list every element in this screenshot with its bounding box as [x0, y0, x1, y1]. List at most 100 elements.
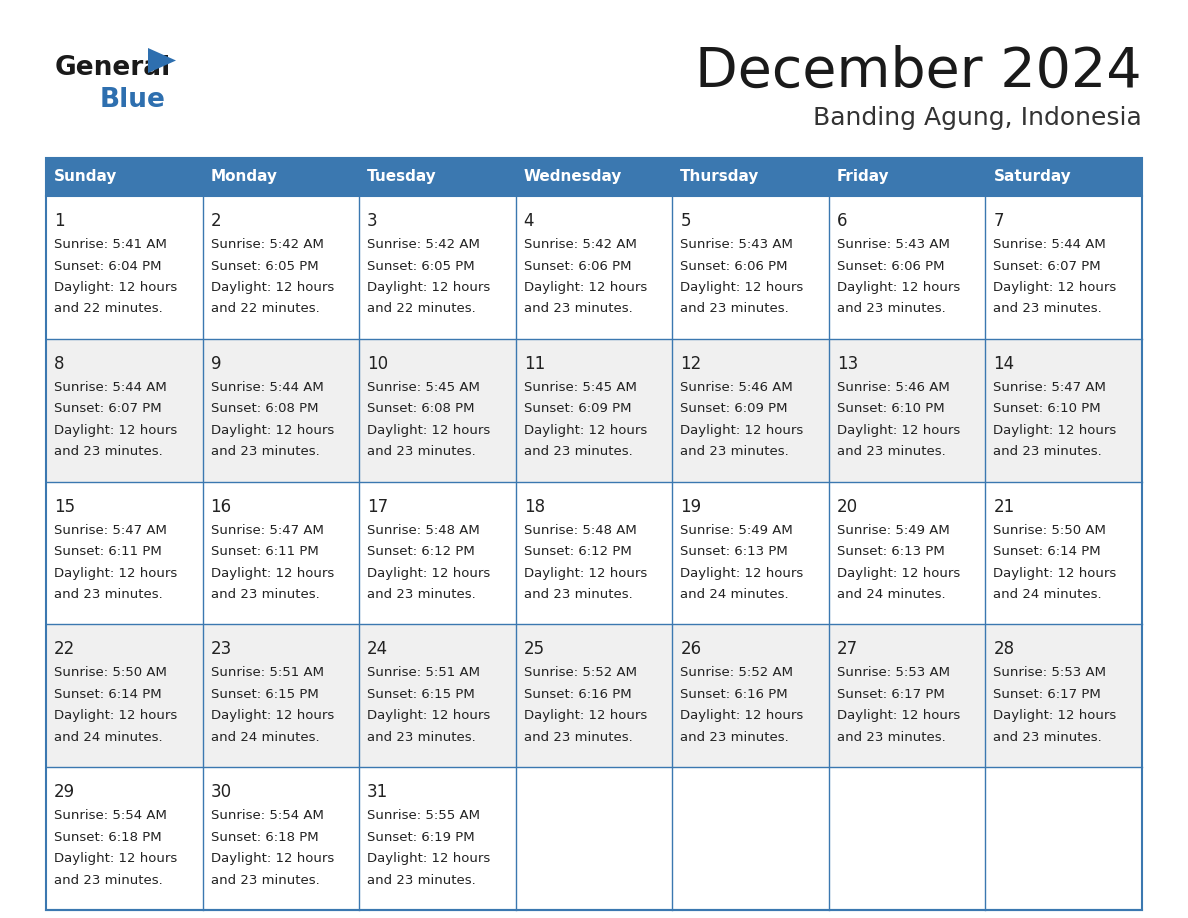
Text: Daylight: 12 hours: Daylight: 12 hours	[836, 566, 960, 579]
Text: Sunrise: 5:45 AM: Sunrise: 5:45 AM	[367, 381, 480, 394]
Text: and 23 minutes.: and 23 minutes.	[993, 731, 1102, 744]
Text: and 23 minutes.: and 23 minutes.	[367, 445, 476, 458]
Text: Sunset: 6:13 PM: Sunset: 6:13 PM	[836, 545, 944, 558]
Text: and 23 minutes.: and 23 minutes.	[681, 445, 789, 458]
Text: Sunrise: 5:42 AM: Sunrise: 5:42 AM	[210, 238, 323, 251]
Text: and 23 minutes.: and 23 minutes.	[836, 445, 946, 458]
Text: and 23 minutes.: and 23 minutes.	[210, 588, 320, 601]
Text: Sunrise: 5:42 AM: Sunrise: 5:42 AM	[367, 238, 480, 251]
Text: Sunset: 6:08 PM: Sunset: 6:08 PM	[210, 402, 318, 415]
Text: 26: 26	[681, 641, 701, 658]
Text: and 23 minutes.: and 23 minutes.	[210, 874, 320, 887]
Text: and 23 minutes.: and 23 minutes.	[53, 874, 163, 887]
Text: Daylight: 12 hours: Daylight: 12 hours	[524, 710, 647, 722]
Text: and 23 minutes.: and 23 minutes.	[53, 588, 163, 601]
Text: Sunset: 6:07 PM: Sunset: 6:07 PM	[53, 402, 162, 415]
Text: and 24 minutes.: and 24 minutes.	[993, 588, 1102, 601]
Text: Sunrise: 5:44 AM: Sunrise: 5:44 AM	[210, 381, 323, 394]
Text: Daylight: 12 hours: Daylight: 12 hours	[993, 281, 1117, 294]
Text: Daylight: 12 hours: Daylight: 12 hours	[53, 852, 177, 865]
Text: Sunset: 6:18 PM: Sunset: 6:18 PM	[210, 831, 318, 844]
Text: Sunset: 6:11 PM: Sunset: 6:11 PM	[210, 545, 318, 558]
Text: Sunset: 6:12 PM: Sunset: 6:12 PM	[367, 545, 475, 558]
Text: Sunrise: 5:42 AM: Sunrise: 5:42 AM	[524, 238, 637, 251]
Text: Sunrise: 5:52 AM: Sunrise: 5:52 AM	[524, 666, 637, 679]
Text: Sunset: 6:07 PM: Sunset: 6:07 PM	[993, 260, 1101, 273]
Text: Daylight: 12 hours: Daylight: 12 hours	[524, 566, 647, 579]
Text: Sunset: 6:12 PM: Sunset: 6:12 PM	[524, 545, 632, 558]
Text: and 23 minutes.: and 23 minutes.	[993, 445, 1102, 458]
Text: 3: 3	[367, 212, 378, 230]
Text: Sunset: 6:15 PM: Sunset: 6:15 PM	[210, 688, 318, 701]
Text: 19: 19	[681, 498, 701, 516]
Text: Daylight: 12 hours: Daylight: 12 hours	[53, 566, 177, 579]
Text: Sunrise: 5:41 AM: Sunrise: 5:41 AM	[53, 238, 166, 251]
Text: Daylight: 12 hours: Daylight: 12 hours	[210, 852, 334, 865]
Text: Sunrise: 5:54 AM: Sunrise: 5:54 AM	[53, 809, 166, 823]
Text: Sunset: 6:16 PM: Sunset: 6:16 PM	[524, 688, 631, 701]
Text: Sunrise: 5:53 AM: Sunrise: 5:53 AM	[993, 666, 1106, 679]
Text: Daylight: 12 hours: Daylight: 12 hours	[681, 566, 803, 579]
Text: 27: 27	[836, 641, 858, 658]
Text: Daylight: 12 hours: Daylight: 12 hours	[210, 424, 334, 437]
Text: 9: 9	[210, 354, 221, 373]
Text: 15: 15	[53, 498, 75, 516]
Text: and 24 minutes.: and 24 minutes.	[210, 731, 320, 744]
Text: 31: 31	[367, 783, 388, 801]
Text: Sunrise: 5:43 AM: Sunrise: 5:43 AM	[681, 238, 794, 251]
Text: Sunrise: 5:44 AM: Sunrise: 5:44 AM	[53, 381, 166, 394]
Bar	[46, 158, 1142, 910]
Text: and 24 minutes.: and 24 minutes.	[681, 588, 789, 601]
Text: 11: 11	[524, 354, 545, 373]
Text: Sunset: 6:06 PM: Sunset: 6:06 PM	[836, 260, 944, 273]
Text: Sunset: 6:18 PM: Sunset: 6:18 PM	[53, 831, 162, 844]
Text: Daylight: 12 hours: Daylight: 12 hours	[993, 424, 1117, 437]
Text: and 23 minutes.: and 23 minutes.	[836, 303, 946, 316]
Text: Sunday: Sunday	[53, 170, 118, 185]
Text: 7: 7	[993, 212, 1004, 230]
Text: 16: 16	[210, 498, 232, 516]
Text: 5: 5	[681, 212, 690, 230]
Text: and 24 minutes.: and 24 minutes.	[53, 731, 163, 744]
Text: Sunrise: 5:47 AM: Sunrise: 5:47 AM	[210, 523, 323, 537]
Text: Sunrise: 5:48 AM: Sunrise: 5:48 AM	[524, 523, 637, 537]
Text: Daylight: 12 hours: Daylight: 12 hours	[210, 566, 334, 579]
Text: 6: 6	[836, 212, 847, 230]
Text: Daylight: 12 hours: Daylight: 12 hours	[53, 710, 177, 722]
Text: Sunset: 6:13 PM: Sunset: 6:13 PM	[681, 545, 788, 558]
Text: Sunset: 6:04 PM: Sunset: 6:04 PM	[53, 260, 162, 273]
Text: Daylight: 12 hours: Daylight: 12 hours	[367, 424, 491, 437]
Text: and 24 minutes.: and 24 minutes.	[836, 588, 946, 601]
Text: Sunrise: 5:49 AM: Sunrise: 5:49 AM	[836, 523, 949, 537]
Text: Sunset: 6:06 PM: Sunset: 6:06 PM	[524, 260, 631, 273]
Text: 23: 23	[210, 641, 232, 658]
Bar	[46, 767, 1142, 910]
Text: and 23 minutes.: and 23 minutes.	[836, 731, 946, 744]
Text: Sunset: 6:09 PM: Sunset: 6:09 PM	[524, 402, 631, 415]
Text: Daylight: 12 hours: Daylight: 12 hours	[681, 710, 803, 722]
Text: 4: 4	[524, 212, 535, 230]
Text: Sunset: 6:10 PM: Sunset: 6:10 PM	[993, 402, 1101, 415]
Text: 25: 25	[524, 641, 545, 658]
Text: 30: 30	[210, 783, 232, 801]
Text: Sunset: 6:05 PM: Sunset: 6:05 PM	[367, 260, 475, 273]
Text: and 23 minutes.: and 23 minutes.	[367, 731, 476, 744]
Text: 10: 10	[367, 354, 388, 373]
Text: 2: 2	[210, 212, 221, 230]
Text: and 23 minutes.: and 23 minutes.	[524, 588, 632, 601]
Text: Daylight: 12 hours: Daylight: 12 hours	[993, 710, 1117, 722]
Text: Sunset: 6:14 PM: Sunset: 6:14 PM	[993, 545, 1101, 558]
Text: 24: 24	[367, 641, 388, 658]
Text: Sunset: 6:19 PM: Sunset: 6:19 PM	[367, 831, 475, 844]
Text: Sunrise: 5:49 AM: Sunrise: 5:49 AM	[681, 523, 794, 537]
Text: and 23 minutes.: and 23 minutes.	[53, 445, 163, 458]
Text: 14: 14	[993, 354, 1015, 373]
Text: 28: 28	[993, 641, 1015, 658]
Text: and 23 minutes.: and 23 minutes.	[367, 588, 476, 601]
Text: Sunset: 6:05 PM: Sunset: 6:05 PM	[210, 260, 318, 273]
Text: Daylight: 12 hours: Daylight: 12 hours	[836, 281, 960, 294]
Text: Daylight: 12 hours: Daylight: 12 hours	[993, 566, 1117, 579]
Text: 20: 20	[836, 498, 858, 516]
Text: Sunrise: 5:43 AM: Sunrise: 5:43 AM	[836, 238, 949, 251]
Text: Sunset: 6:08 PM: Sunset: 6:08 PM	[367, 402, 475, 415]
